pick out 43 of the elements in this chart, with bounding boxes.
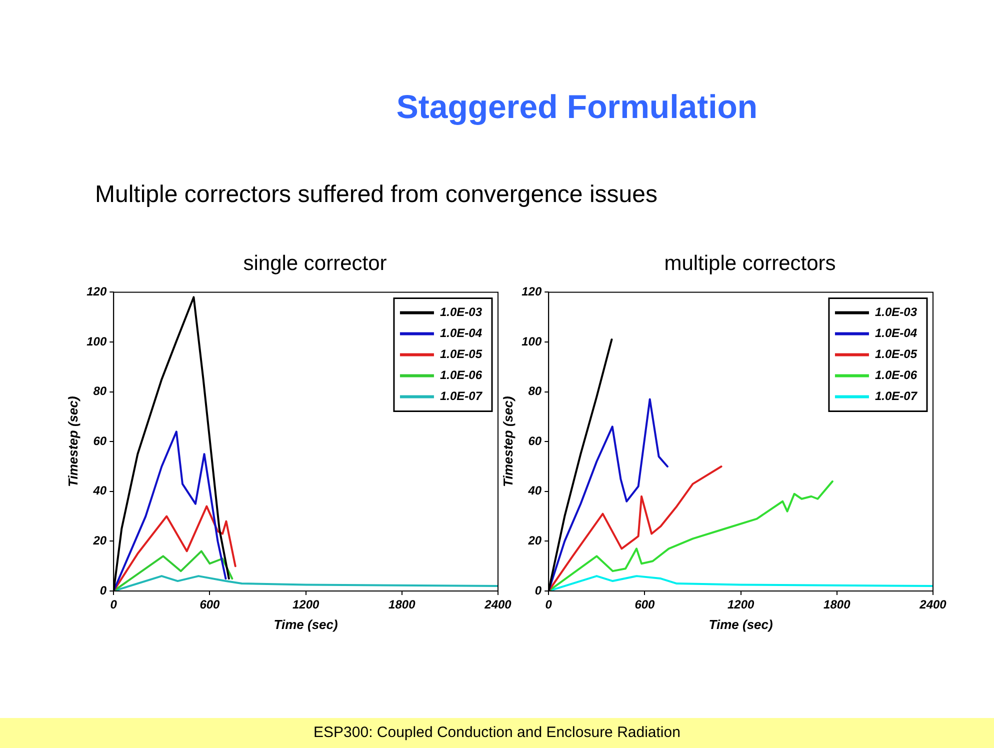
- x-axis-title: Time (sec): [274, 616, 338, 632]
- y-tick-label: 0: [534, 583, 542, 598]
- x-tick-label: 600: [200, 598, 220, 612]
- text: Multiple correctors suffered from convergence issues: [95, 181, 658, 209]
- y-tick-label: 80: [93, 384, 107, 398]
- legend-label: 1.0E-03: [874, 305, 918, 320]
- y-tick-label: 20: [92, 534, 107, 548]
- chart-title: single corrector: [242, 252, 388, 276]
- y-axis-title: Timestep (sec): [500, 396, 516, 487]
- y-tick-label: 40: [527, 484, 542, 498]
- y-tick-label: 120: [522, 284, 542, 299]
- x-tick-label: 1200: [292, 598, 320, 612]
- text: Staggered Formulation: [395, 88, 759, 126]
- x-axis-title: Time (sec): [708, 616, 773, 632]
- legend-label: 1.0E-07: [874, 389, 918, 404]
- legend-label: 1.0E-03: [440, 305, 482, 320]
- y-tick-label: 0: [100, 583, 107, 598]
- x-tick-label: 0: [110, 598, 118, 612]
- y-tick-label: 60: [93, 434, 107, 448]
- x-tick-label: 2400: [918, 598, 947, 612]
- y-tick-label: 120: [86, 284, 107, 299]
- x-tick-label: 1200: [727, 598, 754, 612]
- legend-label: 1.0E-05: [440, 347, 482, 362]
- y-tick-label: 60: [528, 434, 542, 448]
- legend-label: 1.0E-05: [874, 347, 918, 362]
- y-tick-label: 100: [522, 334, 542, 348]
- legend-label: 1.0E-04: [874, 326, 918, 340]
- legend-label: 1.0E-06: [440, 368, 482, 382]
- y-tick-label: 80: [528, 384, 542, 398]
- x-tick-label: 1800: [388, 598, 416, 612]
- y-tick-label: 100: [86, 334, 107, 348]
- text: ESP300: Coupled Conduction and Enclosure Radiation: [0, 718, 994, 748]
- x-tick-label: 600: [634, 598, 656, 612]
- x-tick-label: 0: [545, 598, 552, 612]
- legend-label: 1.0E-07: [440, 389, 484, 404]
- y-axis-title: Timestep (sec): [65, 396, 80, 487]
- x-tick-label: 2400: [484, 598, 512, 612]
- y-tick-label: 40: [92, 484, 107, 498]
- chart-title: multiple correctors: [663, 252, 837, 276]
- legend-label: 1.0E-04: [440, 326, 482, 340]
- y-tick-label: 20: [527, 534, 542, 548]
- x-tick-label: 1800: [824, 598, 851, 612]
- legend-label: 1.0E-06: [874, 368, 918, 382]
